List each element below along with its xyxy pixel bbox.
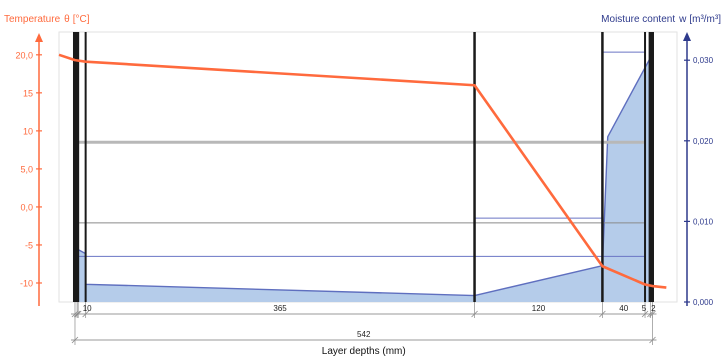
- right-axis-label: Moisture content: [601, 14, 675, 25]
- right-axis: 0,000 0,010 0,020 0,030 Moisture content w [m³…: [601, 14, 721, 307]
- left-axis-label: Temperature: [4, 14, 61, 25]
- total-width-label: 542: [357, 330, 371, 339]
- left-axis-title: Temperature θ [°C]: [4, 14, 90, 25]
- right-tick-label: 0,010: [693, 217, 714, 226]
- left-tick-label: 20,0: [15, 50, 33, 60]
- reference-lines: [78, 51, 646, 257]
- dimension-lines: 10 365 120 40 5 2 542 Layer depths (mm): [70, 302, 657, 357]
- left-tick-label: 10: [23, 126, 33, 136]
- right-axis-title: Moisture content w [m³/m³]: [601, 14, 721, 25]
- dimension-mark: [71, 336, 79, 344]
- temperature-line: [58, 53, 667, 289]
- x-axis-label: Layer depths (mm): [322, 346, 406, 357]
- left-tick-label: 0,0: [20, 202, 33, 212]
- temperature-series: [58, 53, 667, 289]
- left-tick-label: 15: [23, 88, 33, 98]
- layer-width-label: 365: [273, 304, 287, 313]
- dimension-mark: [82, 310, 89, 318]
- right-axis-symbol: w: [678, 14, 687, 25]
- left-tick-label: -10: [20, 278, 33, 288]
- moisture-area: [78, 57, 651, 302]
- layer-width-label: 5: [642, 304, 647, 313]
- right-axis-unit: [m³/m³]: [689, 14, 721, 25]
- dimension-mark: [641, 310, 649, 318]
- dimension-mark: [74, 310, 82, 318]
- layer-width-label: 40: [619, 304, 628, 313]
- right-tick-label: 0,000: [693, 298, 714, 307]
- layer-width-label: 2: [651, 304, 656, 313]
- left-axis-symbol: θ: [64, 14, 70, 25]
- right-axis-arrow-icon: [683, 32, 691, 41]
- right-tick-label: 0,030: [693, 56, 714, 65]
- layer-width-label: 10: [83, 304, 92, 313]
- dimension-mark: [599, 310, 606, 318]
- left-tick-label: 5,0: [20, 164, 33, 174]
- left-tick-label: -5: [25, 240, 33, 250]
- left-axis-unit: [°C]: [73, 14, 90, 25]
- plot-frame: [58, 31, 678, 303]
- layer-boundaries: [72, 32, 654, 302]
- right-tick-label: 0,020: [693, 137, 714, 146]
- layer-width-label: 120: [532, 304, 546, 313]
- dimension-mark: [649, 336, 656, 344]
- left-axis: 20,0 15 10 5,0 0,0 -5 -10 Temperature θ [°C]: [4, 14, 90, 306]
- left-axis-arrow-icon: [35, 33, 43, 42]
- plot-area: [58, 31, 678, 303]
- dimension-mark: [471, 310, 478, 318]
